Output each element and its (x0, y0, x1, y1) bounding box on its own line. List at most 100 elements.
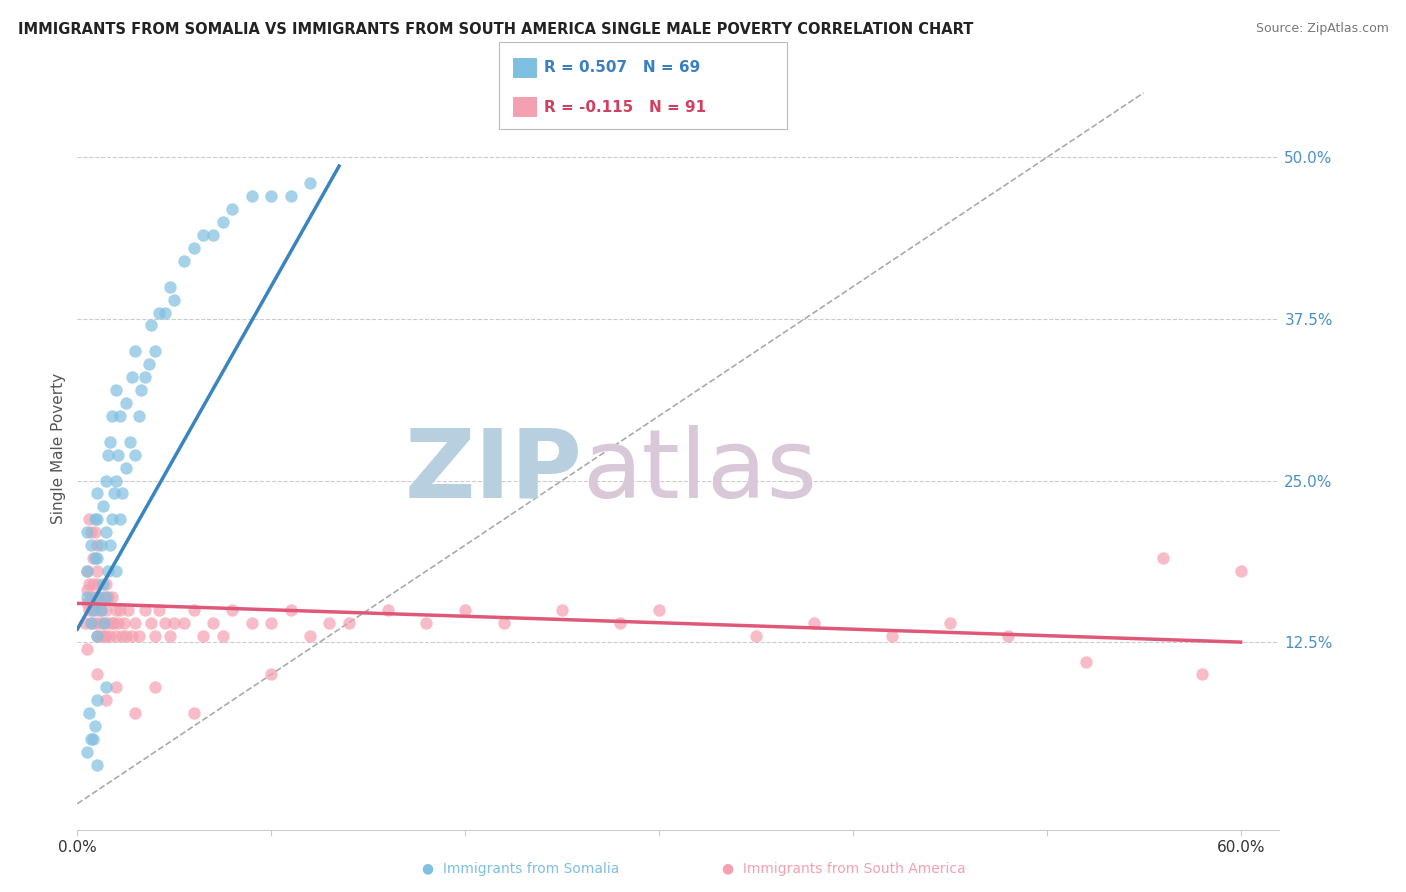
Point (101, 512, 124, 526)
Point (86, 512, 108, 526)
Point (153, 615, 176, 630)
Text: ●  Immigrants from South America: ● Immigrants from South America (721, 862, 966, 876)
Point (80, 615, 103, 630)
Point (90, 538, 112, 552)
Point (124, 344, 146, 359)
Point (193, 629, 215, 643)
Point (101, 590, 124, 604)
Point (90, 603, 112, 617)
Point (96, 525, 118, 540)
Point (260, 667, 283, 681)
Point (803, 615, 825, 630)
Point (101, 615, 124, 630)
Point (86, 551, 108, 566)
Text: atlas: atlas (582, 425, 817, 517)
Point (939, 615, 962, 630)
Point (96, 577, 118, 591)
Point (76, 590, 98, 604)
Point (153, 305, 176, 319)
Point (211, 629, 233, 643)
Text: R = -0.115   N = 91: R = -0.115 N = 91 (544, 100, 706, 114)
Point (1191, 667, 1213, 681)
Point (83, 590, 105, 604)
Point (96, 629, 118, 643)
Point (997, 629, 1019, 643)
Point (86, 577, 108, 591)
Point (298, 176, 321, 190)
Point (159, 279, 181, 293)
Point (221, 603, 243, 617)
Point (240, 615, 263, 630)
Point (77, 512, 100, 526)
Point (98, 434, 121, 449)
Point (77, 577, 100, 591)
Point (103, 486, 125, 500)
Point (96, 590, 118, 604)
Point (240, 189, 263, 203)
Point (415, 615, 437, 630)
Point (105, 629, 128, 643)
Point (83, 615, 105, 630)
Point (83, 719, 105, 733)
Point (134, 370, 156, 384)
Point (87, 590, 110, 604)
Point (131, 383, 153, 397)
Point (108, 603, 131, 617)
Point (105, 474, 128, 488)
Point (76, 583, 98, 598)
Point (173, 615, 195, 630)
Point (103, 615, 125, 630)
Point (745, 629, 768, 643)
Point (159, 629, 181, 643)
Point (82, 551, 104, 566)
Point (86, 629, 108, 643)
Point (551, 603, 574, 617)
Point (107, 448, 129, 462)
Point (82, 577, 104, 591)
Point (148, 305, 170, 319)
Point (124, 706, 146, 721)
Point (96, 603, 118, 617)
Point (82, 603, 104, 617)
Point (114, 629, 136, 643)
Point (280, 189, 302, 203)
Point (91, 590, 114, 604)
Point (97, 448, 120, 462)
Point (80, 538, 103, 552)
Point (211, 215, 233, 229)
Point (118, 434, 141, 449)
Point (96, 474, 118, 488)
Point (83, 551, 105, 566)
Point (221, 202, 243, 216)
Point (121, 370, 143, 384)
Point (98, 629, 121, 643)
Point (108, 512, 131, 526)
Point (143, 629, 166, 643)
Point (193, 227, 215, 242)
Point (114, 460, 136, 475)
Point (101, 409, 124, 423)
Point (80, 525, 103, 540)
Point (117, 603, 139, 617)
Point (377, 603, 399, 617)
Point (134, 603, 156, 617)
Point (97, 615, 120, 630)
Point (76, 525, 98, 540)
Point (114, 396, 136, 410)
Text: ZIP: ZIP (405, 425, 582, 517)
Point (96, 693, 118, 707)
Point (86, 693, 108, 707)
Point (183, 603, 205, 617)
Point (76, 745, 98, 759)
Point (97, 564, 120, 578)
Point (105, 603, 128, 617)
Point (111, 486, 134, 500)
Point (121, 629, 143, 643)
Point (107, 615, 129, 630)
Point (609, 615, 631, 630)
Point (128, 409, 150, 423)
Point (86, 564, 108, 578)
Point (124, 448, 146, 462)
Point (124, 615, 146, 630)
Point (880, 629, 903, 643)
